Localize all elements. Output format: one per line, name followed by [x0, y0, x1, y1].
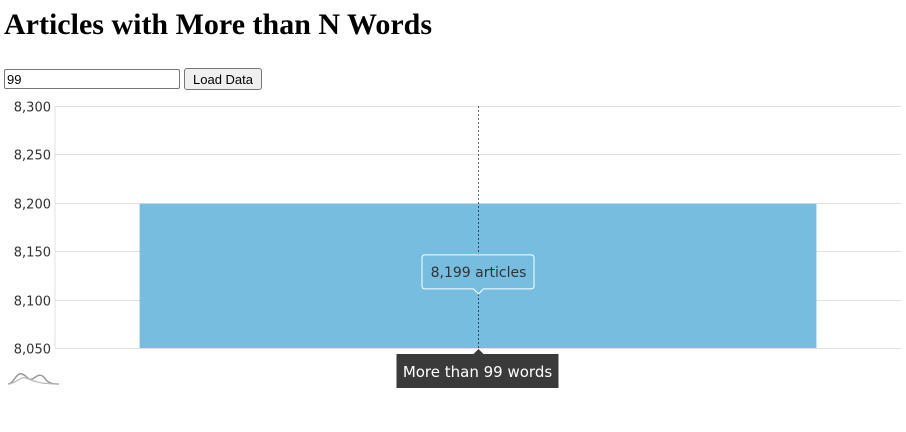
axis-tooltip-text: More than 99 words	[403, 363, 553, 381]
load-data-button[interactable]: Load Data	[184, 68, 262, 90]
y-tick-label: 8,300	[14, 101, 51, 116]
amcharts-logo-icon[interactable]	[7, 373, 60, 385]
y-axis: 8,050 8,100 8,150 8,200 8,250 8,300	[14, 101, 56, 358]
bar-tooltip-text: 8,199 articles	[431, 265, 527, 281]
axis-tooltip-background	[396, 349, 559, 388]
axis-tooltip: More than 99 words	[396, 349, 559, 388]
y-tick-label: 8,050	[14, 343, 51, 358]
min-words-input[interactable]	[4, 69, 180, 89]
bar-tooltip-background	[421, 254, 535, 295]
bar-tooltip: 8,199 articles	[421, 254, 535, 295]
page-title: Articles with More than N Words	[4, 8, 433, 41]
y-tick-label: 8,150	[14, 246, 51, 261]
y-tick-label: 8,100	[14, 295, 51, 310]
y-tick-label: 8,200	[14, 198, 51, 213]
y-tick-label: 8,250	[14, 149, 51, 164]
